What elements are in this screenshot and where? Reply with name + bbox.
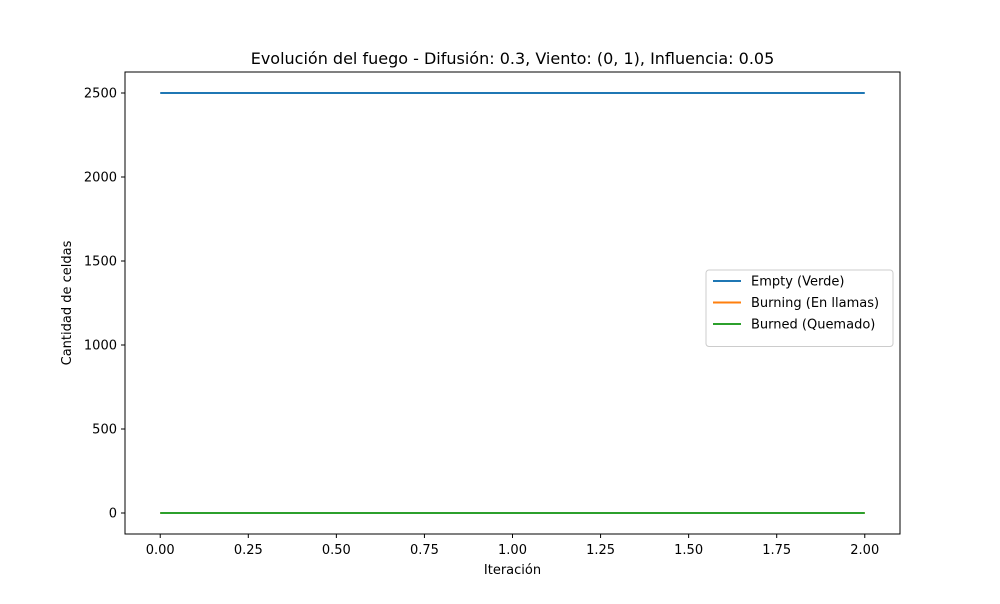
legend: Empty (Verde) Burning (En llamas) Burned (… [705, 269, 894, 347]
x-tick-label: 1.75 [762, 543, 791, 558]
x-tick-label: 1.00 [498, 543, 527, 558]
legend-box [705, 269, 894, 347]
x-tick-label: 0.25 [234, 543, 263, 558]
y-tick-label: 1500 [84, 255, 117, 270]
x-tick-label: 1.50 [674, 543, 703, 558]
x-tick-label: 0.00 [146, 543, 175, 558]
x-tick-label: 0.50 [322, 543, 351, 558]
legend-label-1: Burning (En llamas) [751, 296, 879, 311]
legend-label-2: Burned (Quemado) [751, 318, 875, 333]
y-tick-label: 500 [92, 423, 117, 438]
x-axis-label: Iteración [484, 563, 541, 578]
y-tick-label: 2000 [84, 171, 117, 186]
chart-title: Evolución del fuego - Difusión: 0.3, Vie… [251, 49, 775, 68]
plot-area: 0.00 0.25 0.50 0.75 1.00 1.25 1.50 1.75 2.00 0 500… [84, 71, 901, 558]
y-tick-label: 2500 [84, 87, 117, 102]
y-axis-label: Cantidad de celdas [60, 240, 75, 365]
x-tick-label: 1.25 [586, 543, 615, 558]
x-tick-label: 2.00 [850, 543, 879, 558]
y-tick-label: 0 [109, 507, 117, 522]
y-tick-label: 1000 [84, 339, 117, 354]
legend-label-0: Empty (Verde) [751, 275, 844, 290]
x-tick-label: 0.75 [410, 543, 439, 558]
